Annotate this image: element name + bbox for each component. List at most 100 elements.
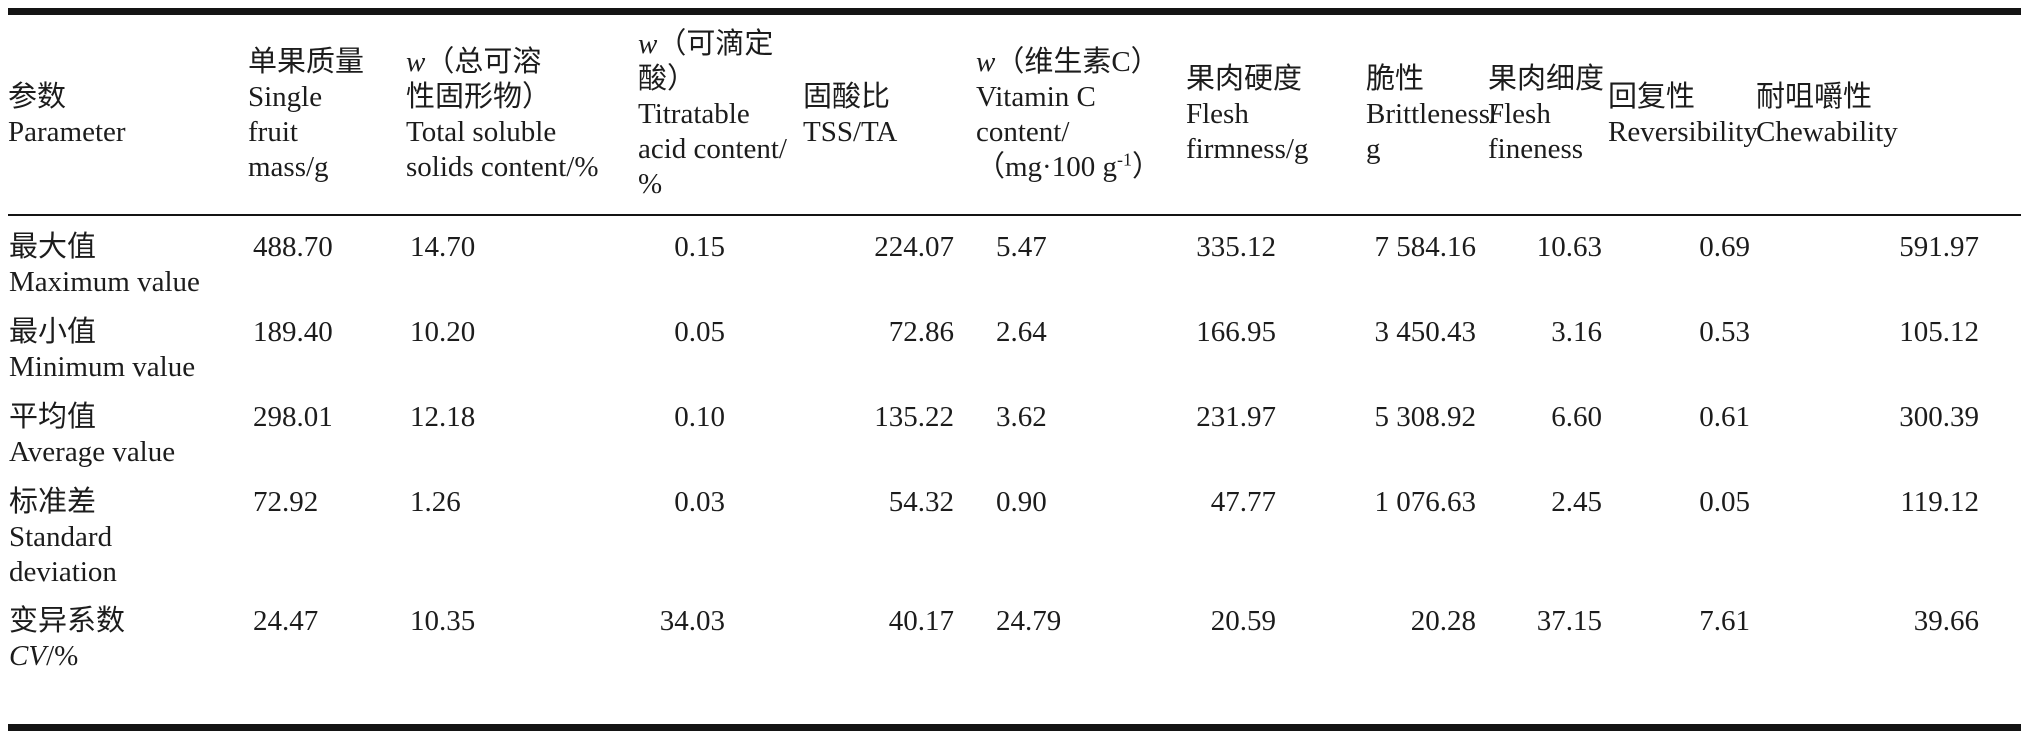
header-zh: 回复性 [1608, 80, 1696, 113]
value-cell: 2.45 [1551, 486, 1602, 518]
header-en: g [1366, 133, 1381, 165]
value-cell: 300.39 [1899, 401, 1979, 433]
row-label-zh: 最小值 [9, 316, 97, 348]
value-cell: 6.60 [1551, 401, 1602, 433]
header-en: acid content/ [638, 133, 787, 165]
header-en: firmness/g [1186, 133, 1309, 165]
header-zh: 单果质量 [248, 45, 365, 78]
value-cell: 3.16 [1551, 316, 1602, 348]
header-en: Flesh [1488, 98, 1551, 130]
value-cell: 135.22 [874, 401, 954, 433]
superscript-exponent: -1 [1116, 148, 1132, 169]
value-cell: 591.97 [1899, 231, 1979, 263]
header-en: fineness [1488, 133, 1584, 165]
statistics-table: 参数 Parameter 单果质量 Single fruit mass/g w（… [8, 8, 2021, 731]
header-en: Titratable [638, 98, 750, 130]
value-cell: 20.59 [1210, 605, 1276, 637]
row-label-en: Average value [9, 436, 176, 468]
col-header-flesh-firmness: 果肉硬度 Flesh firmness/g [1186, 11, 1366, 216]
value-cell: 1.26 [410, 486, 461, 518]
header-zh: 性固形物） [406, 80, 552, 113]
col-header-vitamin-c: w（维生素C） Vitamin C content/ （mg·100 g-1） [976, 11, 1186, 216]
row-label-standard-deviation: 标准差 Standard deviation [8, 471, 248, 590]
row-label-zh: 变异系数 [9, 605, 126, 637]
header-en: Vitamin C [976, 80, 1096, 113]
value-cell: 335.12 [1196, 231, 1276, 263]
mass-fraction-symbol: w [638, 28, 658, 60]
value-cell: 3.62 [996, 401, 1047, 433]
table-row-cv: 变异系数 CV/% 24.47 10.35 34.03 40.17 24.79 … [8, 590, 2021, 728]
value-cell: 10.63 [1536, 231, 1602, 263]
value-cell: 40.17 [888, 605, 954, 637]
header-en: Single [248, 80, 323, 113]
value-cell: 72.92 [253, 486, 319, 518]
header-row: 参数 Parameter 单果质量 Single fruit mass/g w（… [8, 11, 2021, 216]
value-cell: 166.95 [1196, 316, 1276, 348]
value-cell: 0.03 [674, 486, 725, 518]
value-cell: 14.70 [410, 231, 476, 263]
header-zh: 固酸比 [803, 80, 891, 113]
header-zh: 果肉细度 [1488, 63, 1605, 95]
row-label-maximum: 最大值 Maximum value [8, 215, 248, 301]
value-cell: 7.61 [1699, 605, 1750, 637]
header-en: Flesh [1186, 98, 1249, 130]
col-header-brittleness: 脆性 Brittleness/ g [1366, 11, 1499, 216]
col-header-titratable-acid: w（可滴定酸） Titratable acid content/ % [638, 11, 803, 216]
header-en: content/ [976, 115, 1070, 148]
header-en: Parameter [8, 115, 126, 148]
row-label-en: Maximum value [9, 266, 200, 298]
cv-symbol: CV [9, 640, 47, 672]
col-header-total-soluble-solids: w（总可溶 性固形物） Total soluble solids content… [406, 11, 638, 216]
header-zh: w（可滴定酸） [638, 28, 774, 95]
header-zh: 脆性 [1366, 63, 1425, 95]
value-cell: 231.97 [1196, 401, 1276, 433]
mass-fraction-symbol: w [406, 45, 426, 78]
col-header-tss-ta: 固酸比 TSS/TA [803, 11, 976, 216]
row-label-zh: 平均值 [9, 401, 97, 433]
header-en: Chewability [1756, 115, 1898, 148]
value-cell: 0.05 [674, 316, 725, 348]
value-cell: 39.66 [1913, 605, 1979, 637]
row-label-minimum: 最小值 Minimum value [8, 301, 248, 386]
value-cell: 298.01 [253, 401, 333, 433]
mass-fraction-symbol: w [976, 45, 996, 78]
row-label-en: CV/% [9, 640, 79, 672]
table-row-minimum: 最小值 Minimum value 189.40 10.20 0.05 72.8… [8, 301, 2021, 386]
value-cell: 54.32 [888, 486, 954, 518]
value-cell: 224.07 [874, 231, 954, 263]
value-cell: 5.47 [996, 231, 1047, 263]
table-row-standard-deviation: 标准差 Standard deviation 72.92 1.26 0.03 5… [8, 471, 2021, 590]
col-header-reversibility: 回复性 Reversibility [1608, 11, 1758, 216]
value-cell: 119.12 [1900, 486, 1979, 518]
value-cell: 0.15 [674, 231, 725, 263]
value-cell: 5 308.92 [1374, 401, 1477, 433]
row-label-cv: 变异系数 CV/% [8, 590, 248, 728]
header-en: fruit [248, 115, 298, 148]
table-header: 参数 Parameter 单果质量 Single fruit mass/g w（… [8, 11, 2021, 216]
value-cell: 105.12 [1899, 316, 1979, 348]
value-cell: 0.53 [1699, 316, 1750, 348]
row-label-en: Minimum value [9, 351, 196, 383]
header-en: solids content/% [406, 150, 599, 183]
value-cell: 0.05 [1699, 486, 1750, 518]
header-en: mass/g [248, 150, 329, 183]
header-zh: 果肉硬度 [1186, 63, 1303, 95]
header-en: Reversibility [1608, 115, 1758, 148]
row-label-zh: 最大值 [9, 231, 97, 263]
header-en: Total soluble [406, 115, 557, 148]
col-header-flesh-fineness: 果肉细度 Flesh fineness [1488, 11, 1608, 216]
value-cell: 10.35 [410, 605, 476, 637]
header-zh: w（总可溶 [406, 45, 542, 78]
value-cell: 7 584.16 [1374, 231, 1477, 263]
header-en: Brittleness/ [1366, 98, 1499, 130]
header-zh: w（维生素C） [976, 45, 1160, 78]
value-cell: 0.90 [996, 486, 1047, 518]
value-cell: 12.18 [410, 401, 476, 433]
table-row-average: 平均值 Average value 298.01 12.18 0.10 135.… [8, 386, 2021, 471]
header-zh: 耐咀嚼性 [1756, 80, 1873, 113]
header-zh: 参数 [8, 80, 67, 113]
value-cell: 10.20 [410, 316, 476, 348]
header-unit: （mg·100 g-1） [976, 148, 1161, 183]
value-cell: 488.70 [253, 231, 333, 263]
